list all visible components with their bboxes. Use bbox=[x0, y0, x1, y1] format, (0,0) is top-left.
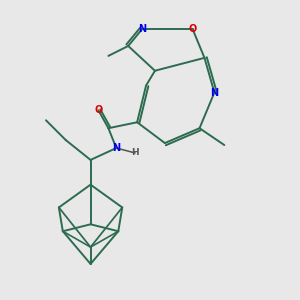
Text: N: N bbox=[112, 143, 120, 153]
Text: N: N bbox=[210, 88, 218, 98]
Text: O: O bbox=[188, 24, 197, 34]
Text: N: N bbox=[138, 24, 146, 34]
Text: H: H bbox=[131, 148, 139, 158]
Text: O: O bbox=[94, 105, 103, 116]
